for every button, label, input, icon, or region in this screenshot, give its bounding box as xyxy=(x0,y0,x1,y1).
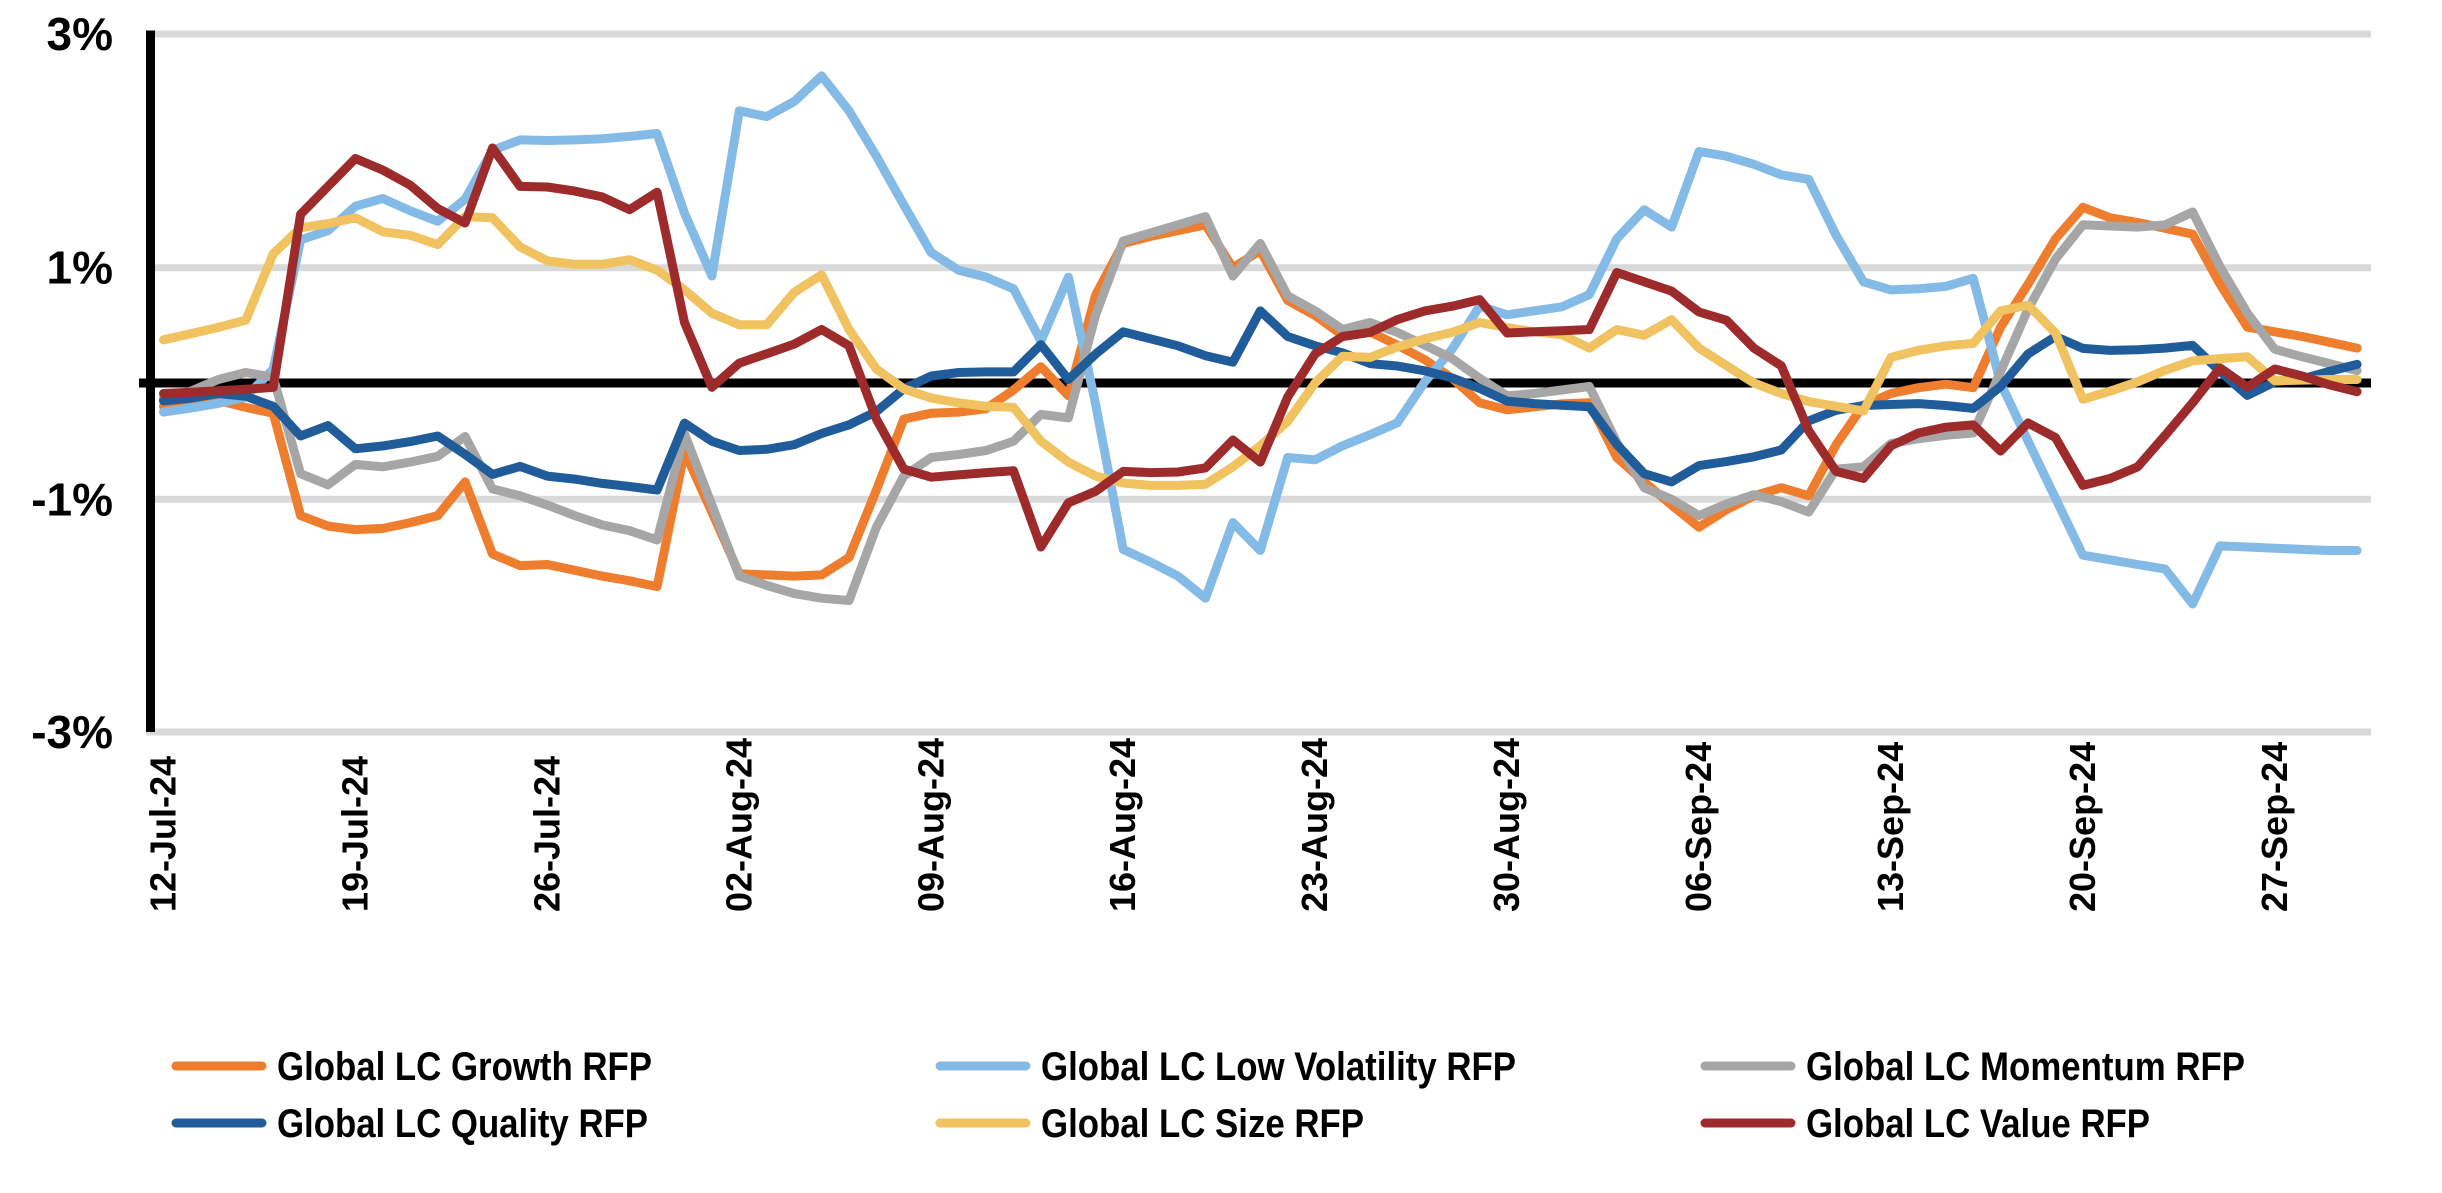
svg-text:09-Aug-24: 09-Aug-24 xyxy=(910,738,951,912)
svg-text:1%: 1% xyxy=(47,242,113,294)
svg-text:20-Sep-24: 20-Sep-24 xyxy=(2062,742,2103,912)
svg-text:Global LC Growth RFP: Global LC Growth RFP xyxy=(277,1045,652,1089)
svg-text:30-Aug-24: 30-Aug-24 xyxy=(1486,738,1527,912)
svg-text:02-Aug-24: 02-Aug-24 xyxy=(718,738,759,912)
svg-text:16-Aug-24: 16-Aug-24 xyxy=(1102,738,1143,912)
svg-text:Global LC Value RFP: Global LC Value RFP xyxy=(1806,1102,2150,1146)
svg-text:Global LC Momentum RFP: Global LC Momentum RFP xyxy=(1806,1045,2245,1089)
svg-text:23-Aug-24: 23-Aug-24 xyxy=(1294,738,1335,912)
svg-text:19-Jul-24: 19-Jul-24 xyxy=(334,756,375,912)
svg-text:06-Sep-24: 06-Sep-24 xyxy=(1678,742,1719,912)
svg-text:-1%: -1% xyxy=(31,473,113,525)
svg-text:3%: 3% xyxy=(47,8,113,60)
svg-text:12-Jul-24: 12-Jul-24 xyxy=(143,756,184,912)
svg-text:Global LC Low Volatility RFP: Global LC Low Volatility RFP xyxy=(1041,1045,1516,1089)
svg-text:-3%: -3% xyxy=(31,706,113,758)
svg-text:Global LC Quality RFP: Global LC Quality RFP xyxy=(277,1102,648,1146)
svg-text:Global LC Size RFP: Global LC Size RFP xyxy=(1041,1102,1364,1146)
svg-text:26-Jul-24: 26-Jul-24 xyxy=(526,756,567,912)
svg-text:13-Sep-24: 13-Sep-24 xyxy=(1870,742,1911,912)
svg-text:27-Sep-24: 27-Sep-24 xyxy=(2254,742,2295,912)
